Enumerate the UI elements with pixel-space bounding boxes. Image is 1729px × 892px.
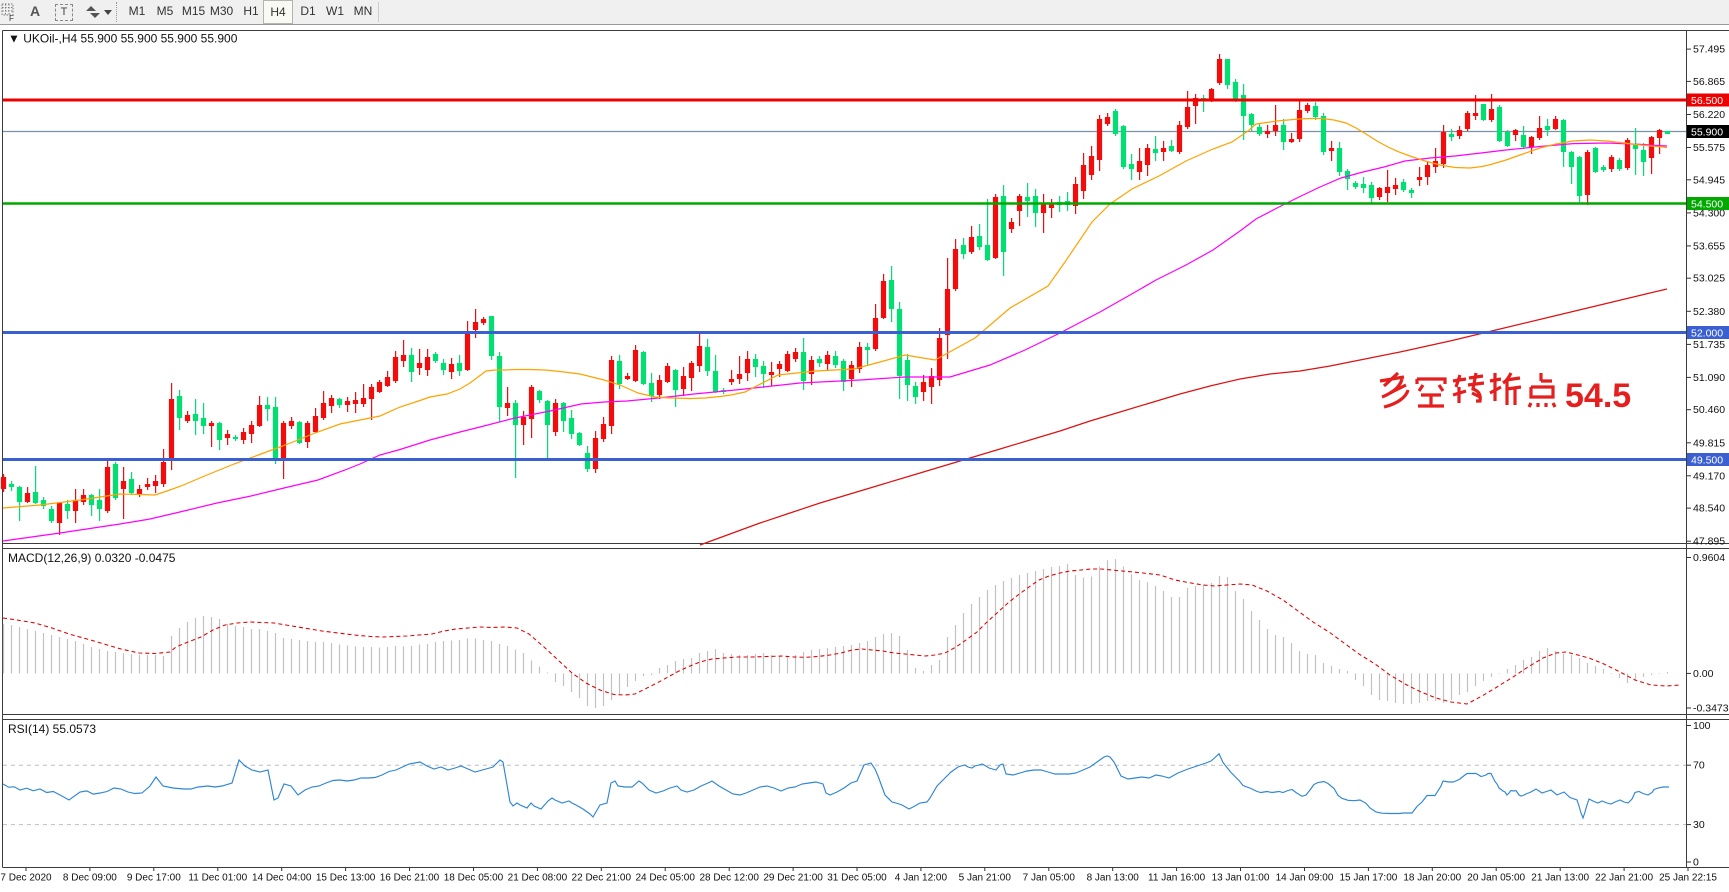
svg-text:7 Dec 2020: 7 Dec 2020 [0, 873, 52, 884]
svg-text:8 Dec 09:00: 8 Dec 09:00 [63, 873, 117, 884]
svg-text:8 Jan 13:00: 8 Jan 13:00 [1087, 873, 1140, 884]
svg-text:18 Dec 05:00: 18 Dec 05:00 [444, 873, 504, 884]
svg-text:0.9604: 0.9604 [1693, 552, 1725, 564]
svg-text:22 Jan 21:00: 22 Jan 21:00 [1595, 873, 1653, 884]
svg-text:14 Dec 04:00: 14 Dec 04:00 [252, 873, 312, 884]
svg-text:29 Dec 21:00: 29 Dec 21:00 [763, 873, 823, 884]
svg-text:49.500: 49.500 [1691, 455, 1723, 467]
svg-text:52.000: 52.000 [1691, 328, 1723, 340]
svg-text:54.5: 54.5 [1565, 377, 1631, 415]
svg-text:49.170: 49.170 [1693, 470, 1725, 482]
svg-text:F: F [9, 14, 14, 21]
svg-text:9 Dec 17:00: 9 Dec 17:00 [127, 873, 181, 884]
svg-text:56.220: 56.220 [1693, 109, 1725, 121]
svg-text:53.025: 53.025 [1693, 273, 1725, 285]
svg-text:15 Jan 17:00: 15 Jan 17:00 [1339, 873, 1397, 884]
svg-text:100: 100 [1693, 720, 1711, 732]
svg-text:11 Dec 01:00: 11 Dec 01:00 [188, 873, 247, 884]
svg-text:11 Jan 16:00: 11 Jan 16:00 [1148, 873, 1206, 884]
svg-text:52.380: 52.380 [1693, 306, 1725, 318]
svg-text:13 Jan 01:00: 13 Jan 01:00 [1212, 873, 1270, 884]
svg-text:57.495: 57.495 [1693, 44, 1725, 56]
svg-text:MACD(12,26,9) 0.0320 -0.0475: MACD(12,26,9) 0.0320 -0.0475 [8, 551, 176, 565]
svg-text:53.655: 53.655 [1693, 240, 1725, 252]
svg-text:48.540: 48.540 [1693, 503, 1725, 515]
svg-text:51.735: 51.735 [1693, 339, 1725, 351]
svg-text:55.575: 55.575 [1693, 142, 1725, 154]
svg-text:7 Jan 05:00: 7 Jan 05:00 [1023, 873, 1076, 884]
svg-text:54.300: 54.300 [1693, 207, 1725, 219]
svg-text:4 Jan 12:00: 4 Jan 12:00 [895, 873, 948, 884]
svg-text:30: 30 [1693, 819, 1705, 831]
svg-text:49.815: 49.815 [1693, 437, 1725, 449]
svg-text:18 Jan 20:00: 18 Jan 20:00 [1403, 873, 1461, 884]
svg-text:28 Dec 12:00: 28 Dec 12:00 [699, 873, 759, 884]
svg-text:50.460: 50.460 [1693, 404, 1725, 416]
svg-text:-0.3473: -0.3473 [1693, 703, 1729, 715]
svg-text:24 Dec 05:00: 24 Dec 05:00 [635, 873, 695, 884]
svg-text:51.090: 51.090 [1693, 372, 1725, 384]
svg-text:25 Jan 22:15: 25 Jan 22:15 [1659, 873, 1717, 884]
svg-text:14 Jan 09:00: 14 Jan 09:00 [1276, 873, 1334, 884]
svg-text:54.945: 54.945 [1693, 174, 1725, 186]
svg-text:56.500: 56.500 [1691, 95, 1723, 107]
svg-text:15 Dec 13:00: 15 Dec 13:00 [316, 873, 376, 884]
svg-text:▼ UKOil-,H4 55.900 55.900 55.: ▼ UKOil-,H4 55.900 55.900 55.900 55.900 [8, 32, 238, 46]
svg-text:21 Dec 08:00: 21 Dec 08:00 [508, 873, 568, 884]
svg-text:20 Jan 05:00: 20 Jan 05:00 [1467, 873, 1525, 884]
svg-text:56.865: 56.865 [1693, 76, 1725, 88]
svg-text:22 Dec 21:00: 22 Dec 21:00 [572, 873, 632, 884]
svg-text:5 Jan 21:00: 5 Jan 21:00 [959, 873, 1012, 884]
svg-text:31 Dec 05:00: 31 Dec 05:00 [827, 873, 887, 884]
svg-text:21 Jan 13:00: 21 Jan 13:00 [1531, 873, 1589, 884]
svg-text:16 Dec 21:00: 16 Dec 21:00 [380, 873, 440, 884]
svg-text:55.900: 55.900 [1691, 127, 1723, 139]
svg-text:47.895: 47.895 [1693, 536, 1725, 548]
svg-text:0.00: 0.00 [1693, 668, 1714, 680]
svg-text:70: 70 [1693, 760, 1705, 772]
svg-text:54.500: 54.500 [1691, 199, 1723, 211]
svg-text:0: 0 [1693, 857, 1699, 869]
svg-text:RSI(14) 55.0573: RSI(14) 55.0573 [8, 722, 96, 736]
